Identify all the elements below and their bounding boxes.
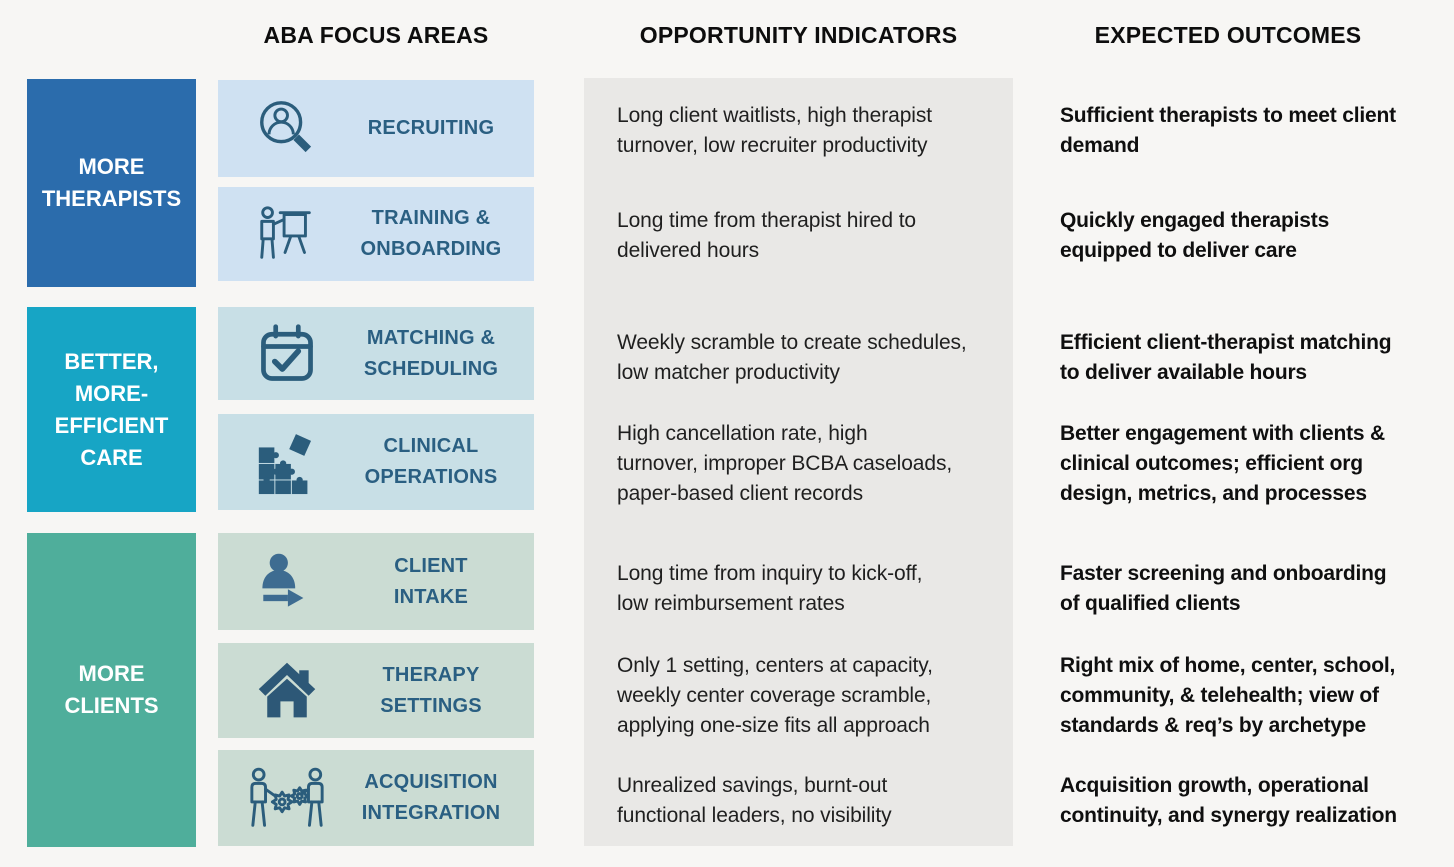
group-more-clients: MORE CLIENTS — [27, 533, 196, 847]
opportunity-indicators-header: OPPORTUNITY INDICATORS — [639, 22, 958, 48]
focus-area-label: CLIENT INTAKE — [393, 554, 469, 608]
focus-area-label: RECRUITING — [367, 117, 495, 139]
indicator-recruiting: Long client waitlists, high therapist tu… — [617, 104, 932, 157]
training-presenter-icon — [218, 201, 338, 267]
focus-area-label: ACQUISITION INTEGRATION — [361, 771, 501, 824]
expected-outcomes-header: EXPECTED OUTCOMES — [1094, 22, 1362, 48]
group-more-therapists: MORE THERAPISTS — [27, 79, 196, 287]
outcome-training-onboarding: Quickly engaged therapists equipped to d… — [1060, 209, 1330, 262]
group-better-more-efficient-care: BETTER, MORE- EFFICIENT CARE — [27, 307, 196, 512]
house-icon — [218, 659, 338, 723]
indicator-client-intake: Long time from inquiry to kick-off, low … — [617, 562, 923, 615]
calendar-check-icon — [218, 322, 338, 386]
outcome-clinical-operations: Better engagement with clients & clinica… — [1060, 422, 1385, 505]
group-label: BETTER, MORE- EFFICIENT CARE — [54, 348, 169, 470]
outcome-matching-scheduling: Efficient client-therapist matching to d… — [1060, 331, 1392, 384]
opportunity-indicators-panel — [584, 78, 1013, 846]
focus-area-therapy-settings: THERAPY SETTINGS — [218, 643, 534, 738]
outcome-client-intake: Faster screening and onboarding of quali… — [1060, 562, 1387, 615]
indicator-therapy-settings: Only 1 setting, centers at capacity, wee… — [617, 654, 933, 737]
puzzle-pieces-icon — [218, 428, 338, 496]
focus-area-label: TRAINING & ONBOARDING — [360, 207, 502, 260]
outcome-acquisition-integration: Acquisition growth, operational continui… — [1060, 774, 1397, 827]
group-label: MORE THERAPISTS — [41, 154, 182, 211]
focus-areas-header: ABA FOCUS AREAS — [263, 22, 489, 48]
focus-area-recruiting: RECRUITING — [218, 80, 534, 177]
indicator-matching-scheduling: Weekly scramble to create schedules, low… — [617, 331, 967, 384]
focus-area-label: THERAPY SETTINGS — [380, 663, 482, 717]
outcome-therapy-settings: Right mix of home, center, school, commu… — [1060, 654, 1396, 737]
focus-area-training-onboarding: TRAINING & ONBOARDING — [218, 187, 534, 281]
focus-area-matching-scheduling: MATCHING & SCHEDULING — [218, 307, 534, 400]
focus-area-clinical-operations: CLINICAL OPERATIONS — [218, 414, 534, 510]
search-person-icon — [218, 96, 338, 162]
focus-area-client-intake: CLIENT INTAKE — [218, 533, 534, 630]
team-integration-icon — [218, 766, 338, 830]
indicator-acquisition-integration: Unrealized savings, burnt-out functional… — [617, 774, 892, 827]
client-intake-icon — [218, 550, 338, 614]
focus-area-acquisition-integration: ACQUISITION INTEGRATION — [218, 750, 534, 846]
indicator-clinical-operations: High cancellation rate, high turnover, i… — [617, 422, 953, 505]
group-label: MORE CLIENTS — [64, 661, 159, 718]
outcome-recruiting: Sufficient therapists to meet client dem… — [1060, 104, 1396, 157]
focus-area-label: CLINICAL OPERATIONS — [364, 435, 498, 488]
focus-area-label: MATCHING & SCHEDULING — [363, 326, 499, 380]
indicator-training-onboarding: Long time from therapist hired to delive… — [617, 209, 917, 262]
